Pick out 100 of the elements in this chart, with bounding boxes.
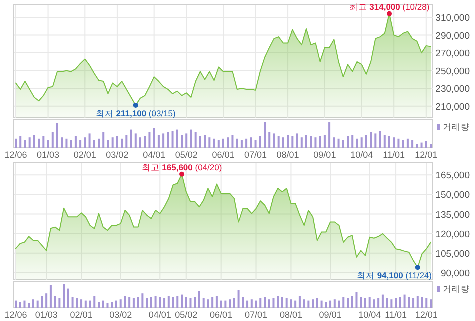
bar xyxy=(24,140,26,148)
bar xyxy=(146,298,148,308)
bar xyxy=(416,296,419,308)
bar xyxy=(325,302,328,308)
bar xyxy=(316,298,318,308)
bar xyxy=(115,300,118,308)
bar xyxy=(54,296,56,308)
bar xyxy=(58,298,61,308)
bar xyxy=(220,300,222,308)
x-tick-label: 11/01 xyxy=(385,310,407,320)
bar xyxy=(128,297,131,308)
bar xyxy=(412,140,414,148)
x-tick-label: 06/01 xyxy=(212,150,235,160)
bar xyxy=(338,300,340,308)
x-tick-label: 09/01 xyxy=(314,150,336,160)
x-tick-label: 06/01 xyxy=(210,310,233,320)
x-tick-label: 01/03 xyxy=(35,310,58,320)
x-tick-label: 12/01 xyxy=(415,150,438,160)
bar xyxy=(402,140,404,148)
x-tick-label: 08/01 xyxy=(276,150,300,160)
bar xyxy=(38,138,40,148)
bar xyxy=(80,140,82,148)
bar xyxy=(408,297,410,308)
bar xyxy=(312,300,314,308)
bar xyxy=(416,144,418,148)
bar xyxy=(61,138,64,148)
bar xyxy=(360,297,362,308)
annotation: 최저 211,100 (03/15) xyxy=(96,108,176,118)
bar xyxy=(116,136,118,148)
bar xyxy=(185,297,188,308)
bar xyxy=(287,135,290,148)
bar xyxy=(384,135,386,148)
bar xyxy=(300,138,303,148)
bar xyxy=(84,300,87,308)
bar xyxy=(425,142,428,148)
bar xyxy=(378,298,380,308)
bar xyxy=(74,136,77,148)
bar xyxy=(255,300,258,308)
annotation: 최저 94,100 (11/24) xyxy=(356,270,432,281)
x-tick-label: 05/02 xyxy=(175,310,198,320)
bar xyxy=(172,297,174,308)
bar xyxy=(112,138,114,148)
bar xyxy=(260,298,262,308)
bar xyxy=(121,138,124,148)
bar xyxy=(80,300,83,308)
y-tick-label: 230,000 xyxy=(436,84,470,96)
bar xyxy=(351,296,354,308)
bar xyxy=(364,298,366,308)
bar xyxy=(374,134,377,148)
bar xyxy=(264,122,266,148)
bar xyxy=(382,294,384,308)
bar xyxy=(259,136,262,148)
x-tick-label: 04/01 xyxy=(143,150,166,160)
bar xyxy=(148,132,151,148)
bar xyxy=(142,294,144,308)
bar xyxy=(154,296,157,308)
bar xyxy=(273,134,276,148)
bar xyxy=(212,297,214,308)
bar xyxy=(36,300,39,308)
bar xyxy=(250,300,253,308)
bar xyxy=(240,140,243,148)
bar xyxy=(32,300,34,308)
bar xyxy=(56,123,58,148)
x-tick-label: 10/04 xyxy=(350,150,374,160)
bar xyxy=(93,140,96,148)
bar xyxy=(347,136,349,148)
x-tick-label: 01/03 xyxy=(37,150,60,160)
bar xyxy=(52,132,54,148)
bar xyxy=(19,302,22,308)
bar xyxy=(292,136,294,148)
bar xyxy=(430,300,432,308)
bar xyxy=(194,132,197,148)
bar xyxy=(277,296,280,308)
bar xyxy=(202,298,205,308)
bar xyxy=(227,138,230,148)
legend-label: 거래량 xyxy=(443,284,470,294)
bar xyxy=(399,297,402,308)
bar xyxy=(379,131,382,148)
bar xyxy=(186,134,188,148)
bar xyxy=(238,290,240,308)
bar xyxy=(28,303,30,308)
bar xyxy=(232,135,234,148)
x-tick-label: 03/02 xyxy=(106,150,129,160)
bar xyxy=(89,300,92,308)
bar xyxy=(296,134,298,148)
bar xyxy=(286,298,288,308)
bar xyxy=(395,298,398,308)
bar xyxy=(94,296,96,308)
y-tick-label: 165,000 xyxy=(436,170,470,182)
bar xyxy=(356,292,358,308)
y-tick-label: 135,000 xyxy=(436,210,470,221)
bar xyxy=(216,296,218,308)
x-tick-label: 11/01 xyxy=(383,150,406,160)
bar xyxy=(242,297,244,308)
bar xyxy=(72,297,74,308)
bar xyxy=(120,300,122,308)
bar xyxy=(342,140,344,148)
bar xyxy=(50,285,52,308)
bar xyxy=(137,297,140,308)
bar xyxy=(229,300,232,308)
